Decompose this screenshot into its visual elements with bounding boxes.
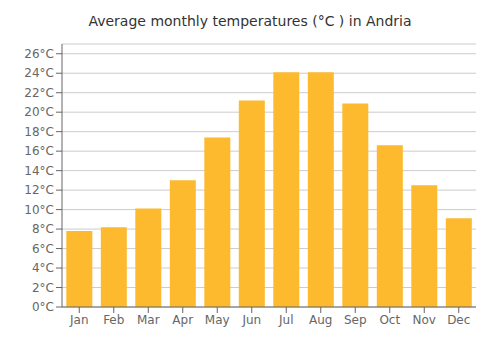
svg-text:4°C: 4°C	[32, 261, 54, 275]
svg-text:8°C: 8°C	[32, 222, 54, 236]
svg-text:0°C: 0°C	[32, 300, 54, 314]
svg-text:16°C: 16°C	[24, 144, 54, 158]
svg-text:Feb: Feb	[103, 313, 124, 327]
svg-text:May: May	[205, 313, 230, 327]
svg-text:26°C: 26°C	[24, 47, 54, 61]
html-text:Average monthly temperatures (: Average monthly temperatures (°C ) in An…	[88, 13, 412, 29]
svg-text:14°C: 14°C	[24, 164, 54, 178]
svg-text:Mar: Mar	[137, 313, 160, 327]
svg-text:12°C: 12°C	[24, 183, 54, 197]
svg-text:22°C: 22°C	[24, 86, 54, 100]
svg-text:18°C: 18°C	[24, 125, 54, 139]
svg-text:20°C: 20°C	[24, 105, 54, 119]
svg-text:24°C: 24°C	[24, 66, 54, 80]
svg-text:Oct: Oct	[379, 313, 400, 327]
svg-text:10°C: 10°C	[24, 203, 54, 217]
svg-text:Jun: Jun	[241, 313, 261, 327]
svg-text:Aug: Aug	[309, 313, 332, 327]
svg-text:Jul: Jul	[278, 313, 293, 327]
svg-text:Nov: Nov	[413, 313, 436, 327]
svg-text:Sep: Sep	[344, 313, 367, 327]
svg-text:6°C: 6°C	[32, 242, 54, 256]
svg-text:Dec: Dec	[447, 313, 470, 327]
svg-text:Apr: Apr	[172, 313, 193, 327]
svg-text:2°C: 2°C	[32, 281, 54, 295]
svg-text:Jan: Jan	[69, 313, 89, 327]
